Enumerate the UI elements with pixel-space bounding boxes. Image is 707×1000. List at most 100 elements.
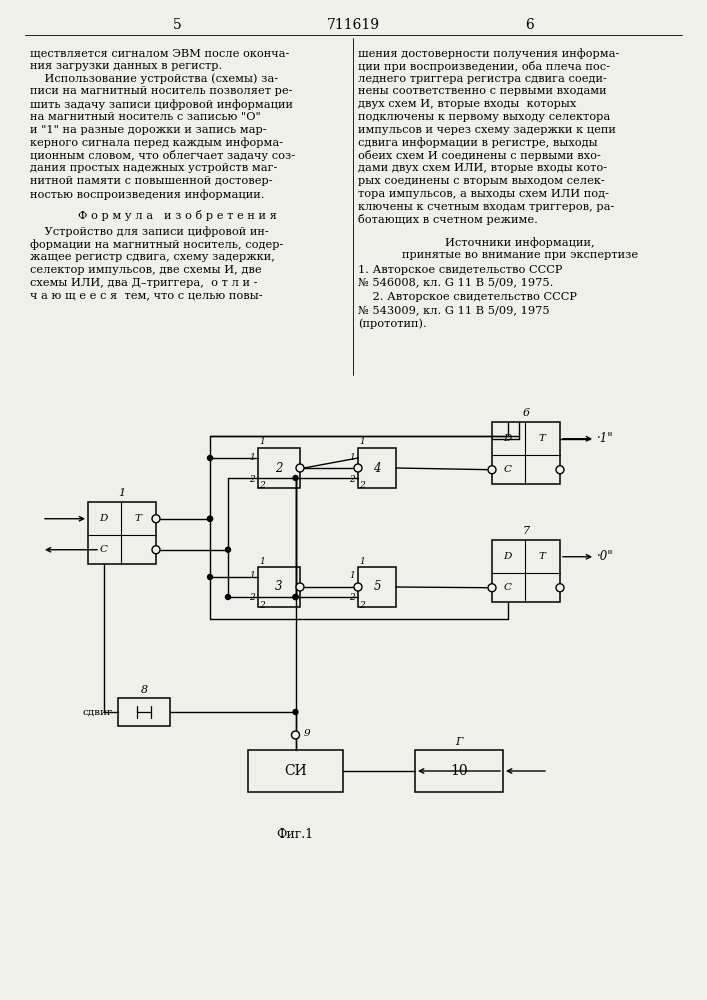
Circle shape [152,515,160,523]
Text: 711619: 711619 [327,18,380,32]
Text: подключены к первому выходу селектора: подключены к первому выходу селектора [358,112,610,122]
Text: 1: 1 [359,556,365,566]
Text: импульсов и через схему задержки к цепи: импульсов и через схему задержки к цепи [358,125,616,135]
Bar [88,502,156,564]
Text: C: C [503,583,512,592]
Text: 1: 1 [349,452,355,462]
Text: ществляется сигналом ЭВМ после оконча-: ществляется сигналом ЭВМ после оконча- [30,48,289,58]
Text: D: D [503,552,512,561]
Text: принятые во внимание при экспертизе: принятые во внимание при экспертизе [402,250,638,260]
Text: формации на магнитный носитель, содер-: формации на магнитный носитель, содер- [30,239,284,250]
Text: 2: 2 [349,593,355,602]
Text: 2: 2 [359,482,365,490]
Text: Устройство для записи цифровой ин-: Устройство для записи цифровой ин- [30,226,269,237]
Circle shape [226,547,230,552]
Bar [415,750,503,792]
Circle shape [296,464,304,472]
Bar [358,448,396,488]
Text: схемы ИЛИ, два Д–триггера,  о т л и -: схемы ИЛИ, два Д–триггера, о т л и - [30,278,257,288]
Text: ностью воспроизведения информации.: ностью воспроизведения информации. [30,189,264,200]
Text: 1: 1 [259,438,264,446]
Text: писи на магнитный носитель позволяет ре-: писи на магнитный носитель позволяет ре- [30,86,293,96]
Text: 5: 5 [373,580,381,593]
Text: 9: 9 [303,728,310,738]
Text: Фиг.1: Фиг.1 [276,828,314,842]
Circle shape [291,731,300,739]
Text: 2: 2 [275,462,283,475]
Text: Использование устройства (схемы) за-: Использование устройства (схемы) за- [30,74,278,84]
Circle shape [207,456,213,460]
Text: D: D [100,514,108,523]
Text: C: C [503,465,512,474]
Circle shape [293,710,298,714]
Text: жащее регистр сдвига, схему задержки,: жащее регистр сдвига, схему задержки, [30,252,275,262]
Text: 2: 2 [349,475,355,484]
Bar [258,567,300,607]
Text: нены соответственно с первыми входами: нены соответственно с первыми входами [358,86,607,96]
Text: ключены к счетным входам триггеров, ра-: ключены к счетным входам триггеров, ра- [358,202,614,212]
Text: и "1" на разные дорожки и запись мар-: и "1" на разные дорожки и запись мар- [30,125,267,135]
Circle shape [488,584,496,592]
Text: керного сигнала перед каждым информа-: керного сигнала перед каждым информа- [30,138,283,148]
Text: Г: Г [455,737,462,747]
Bar [492,422,560,484]
Text: шения достоверности получения информа-: шения достоверности получения информа- [358,48,619,59]
Text: ния загрузки данных в регистр.: ния загрузки данных в регистр. [30,61,222,71]
Circle shape [293,594,298,599]
Text: 6: 6 [525,18,534,32]
Text: нитной памяти с повышенной достовер-: нитной памяти с повышенной достовер- [30,176,273,186]
Text: 5: 5 [173,18,182,32]
Text: СИ: СИ [284,764,307,778]
Text: 2. Авторское свидетельство СССР: 2. Авторское свидетельство СССР [358,292,577,302]
Text: 2: 2 [259,482,264,490]
Text: T: T [539,552,546,561]
Circle shape [226,594,230,599]
Circle shape [152,546,160,554]
Circle shape [207,574,213,580]
Circle shape [556,466,564,474]
Text: рых соединены с вторым выходом селек-: рых соединены с вторым выходом селек- [358,176,604,186]
Text: C: C [100,545,107,554]
Text: T: T [539,434,546,443]
Text: 1: 1 [250,572,255,580]
Text: дами двух схем ИЛИ, вторые входы кото-: дами двух схем ИЛИ, вторые входы кото- [358,163,607,173]
Text: ·1": ·1" [597,432,614,445]
Circle shape [354,583,362,591]
Text: обеих схем И соединены с первыми вхо-: обеих схем И соединены с первыми вхо- [358,150,601,161]
Text: ч а ю щ е е с я  тем, что с целью повы-: ч а ю щ е е с я тем, что с целью повы- [30,290,262,300]
Text: 1: 1 [349,572,355,580]
Bar [248,750,343,792]
Text: селектор импульсов, две схемы И, две: селектор импульсов, две схемы И, две [30,265,262,275]
Text: Ф о р м у л а   и з о б р е т е н и я: Ф о р м у л а и з о б р е т е н и я [78,210,276,221]
Text: 4: 4 [373,462,381,475]
Text: (прототип).: (прототип). [358,318,427,329]
Text: 1. Авторское свидетельство СССР: 1. Авторское свидетельство СССР [358,265,562,275]
Text: ционным словом, что облегчает задачу соз-: ционным словом, что облегчает задачу соз… [30,150,295,161]
Text: ботающих в счетном режиме.: ботающих в счетном режиме. [358,214,538,225]
Text: ·0": ·0" [597,550,614,563]
Text: 3: 3 [275,580,283,593]
Text: сдвиг: сдвиг [83,708,113,716]
Text: двух схем И, вторые входы  которых: двух схем И, вторые входы которых [358,99,576,109]
Bar [118,698,170,726]
Text: тора импульсов, а выходы схем ИЛИ под-: тора импульсов, а выходы схем ИЛИ под- [358,189,609,199]
Text: Источники информации,: Источники информации, [445,237,595,248]
Text: шить задачу записи цифровой информации: шить задачу записи цифровой информации [30,99,293,110]
Text: 1: 1 [250,452,255,462]
Circle shape [293,476,298,481]
Circle shape [293,594,298,599]
Text: 2: 2 [359,600,365,609]
Text: 1: 1 [359,438,365,446]
Text: 2: 2 [250,475,255,484]
Circle shape [354,464,362,472]
Text: 1: 1 [119,488,126,498]
Text: D: D [503,434,512,443]
Text: сдвига информации в регистре, выходы: сдвига информации в регистре, выходы [358,138,597,148]
Text: 2: 2 [250,593,255,602]
Text: леднего триггера регистра сдвига соеди-: леднего триггера регистра сдвига соеди- [358,74,607,84]
Bar [492,540,560,602]
Text: № 543009, кл. G 11 В 5/09, 1975: № 543009, кл. G 11 В 5/09, 1975 [358,305,549,315]
Circle shape [296,583,304,591]
Text: 7: 7 [522,526,530,536]
Bar [258,448,300,488]
